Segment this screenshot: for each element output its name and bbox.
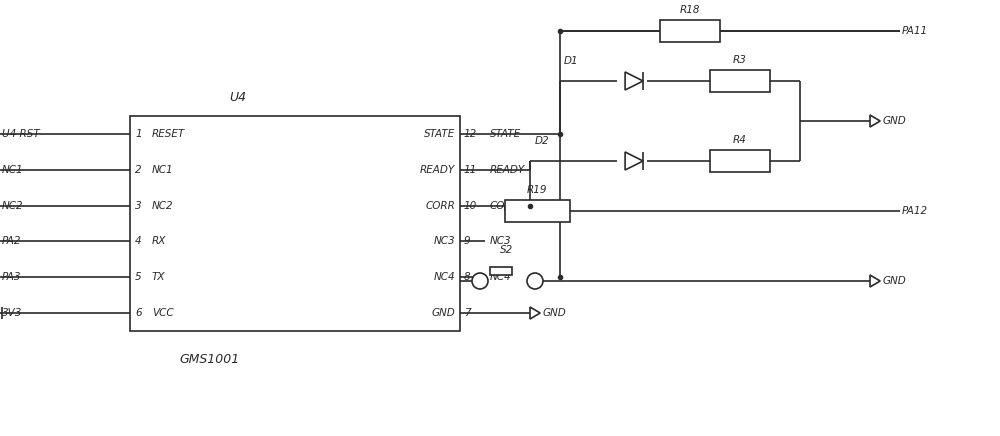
Circle shape xyxy=(527,273,543,289)
Text: U4: U4 xyxy=(229,91,246,104)
Text: GMS1001: GMS1001 xyxy=(180,353,240,366)
Text: NC2: NC2 xyxy=(152,201,174,211)
Text: RX: RX xyxy=(152,236,166,246)
Text: STATE: STATE xyxy=(490,129,521,139)
Text: PA12: PA12 xyxy=(902,206,928,216)
Text: NC4: NC4 xyxy=(490,272,512,282)
Text: PA3: PA3 xyxy=(2,272,22,282)
Text: 8: 8 xyxy=(464,272,471,282)
Text: NC2: NC2 xyxy=(2,201,24,211)
Text: 5: 5 xyxy=(135,272,142,282)
Text: NC1: NC1 xyxy=(2,165,24,175)
Text: 3: 3 xyxy=(135,201,142,211)
Text: D2: D2 xyxy=(535,136,550,146)
Circle shape xyxy=(472,273,488,289)
Bar xyxy=(130,116,460,331)
Polygon shape xyxy=(870,275,880,287)
Text: 7: 7 xyxy=(464,308,471,318)
Bar xyxy=(710,150,770,172)
Text: GND: GND xyxy=(431,308,455,318)
Text: R3: R3 xyxy=(733,55,747,65)
Text: GND: GND xyxy=(882,276,906,286)
Text: 11: 11 xyxy=(464,165,477,175)
Text: 6: 6 xyxy=(135,308,142,318)
Bar xyxy=(660,20,720,42)
Text: S2: S2 xyxy=(500,245,514,255)
Text: STATE: STATE xyxy=(424,129,455,139)
Text: NC3: NC3 xyxy=(433,236,455,246)
Text: CORR: CORR xyxy=(490,201,520,211)
Text: 3V3: 3V3 xyxy=(2,308,22,318)
Text: GND: GND xyxy=(542,308,566,318)
Text: 12: 12 xyxy=(464,129,477,139)
Text: NC4: NC4 xyxy=(433,272,455,282)
Text: PA2: PA2 xyxy=(2,236,22,246)
Text: R19: R19 xyxy=(527,185,547,195)
Bar xyxy=(505,200,570,222)
Text: GND: GND xyxy=(882,116,906,126)
Text: 4: 4 xyxy=(135,236,142,246)
Text: 9: 9 xyxy=(464,236,471,246)
Polygon shape xyxy=(625,72,643,90)
Bar xyxy=(710,70,770,92)
Text: NC1: NC1 xyxy=(152,165,174,175)
Text: R18: R18 xyxy=(680,5,700,15)
Text: VCC: VCC xyxy=(152,308,174,318)
Text: R4: R4 xyxy=(733,135,747,145)
Text: U4 RST: U4 RST xyxy=(2,129,40,139)
Text: RESET: RESET xyxy=(152,129,185,139)
Text: 1: 1 xyxy=(135,129,142,139)
Text: D1: D1 xyxy=(564,56,579,66)
Text: CORR: CORR xyxy=(425,201,455,211)
Text: 10: 10 xyxy=(464,201,477,211)
Text: READY: READY xyxy=(420,165,455,175)
Text: TX: TX xyxy=(152,272,166,282)
Text: READY: READY xyxy=(490,165,525,175)
Bar xyxy=(490,267,512,275)
Text: NC3: NC3 xyxy=(490,236,512,246)
Polygon shape xyxy=(625,152,643,170)
Text: 2: 2 xyxy=(135,165,142,175)
Text: PA11: PA11 xyxy=(902,26,928,36)
Polygon shape xyxy=(530,307,540,319)
Polygon shape xyxy=(870,115,880,127)
